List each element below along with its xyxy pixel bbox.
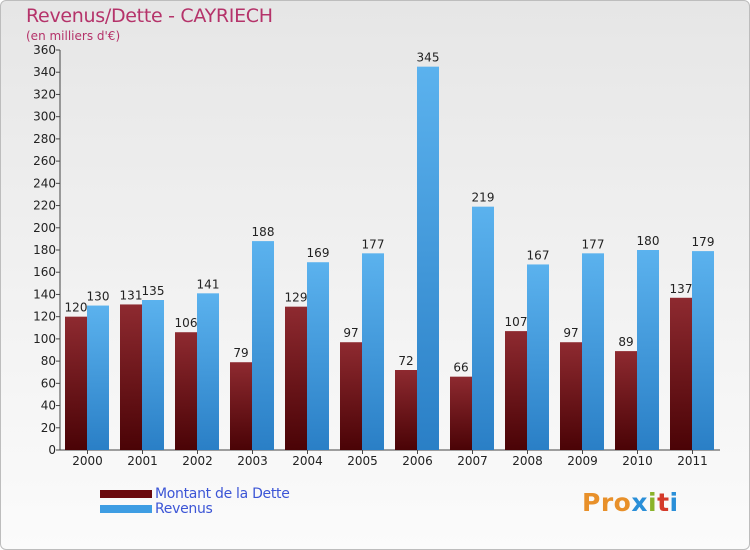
data-label: 135 [142, 284, 165, 298]
dette-bar [615, 351, 637, 450]
x-tick-label: 2004 [292, 454, 323, 468]
revenus-bar [362, 253, 384, 450]
chart-title: Revenus/Dette - CAYRIECH [26, 5, 273, 27]
data-label: 129 [285, 291, 308, 305]
x-tick-label: 2007 [457, 454, 488, 468]
dette-bar [340, 342, 362, 450]
x-tick-label: 2005 [347, 454, 378, 468]
data-label: 169 [307, 246, 330, 260]
logo-letter: t [657, 488, 670, 517]
x-tick-label: 2009 [567, 454, 598, 468]
y-tick-label: 200 [33, 221, 56, 235]
x-tick-label: 2010 [622, 454, 653, 468]
dette-bar [175, 332, 197, 450]
data-label: 66 [453, 361, 468, 375]
logo-letter: P [582, 488, 601, 517]
y-tick-label: 360 [33, 43, 56, 57]
x-tick-label: 2006 [402, 454, 433, 468]
revenus-bar [307, 262, 329, 450]
chart-subtitle: (en milliers d'€) [26, 29, 121, 43]
revenus-bar [197, 293, 219, 450]
y-tick-label: 220 [33, 199, 56, 213]
y-tick-label: 240 [33, 176, 56, 190]
y-tick-label: 80 [41, 354, 56, 368]
revenus-bar [142, 300, 164, 450]
y-tick-label: 280 [33, 132, 56, 146]
data-label: 120 [65, 301, 88, 315]
x-tick-label: 2000 [72, 454, 103, 468]
data-label: 72 [398, 354, 413, 368]
data-label: 219 [472, 191, 495, 205]
dette-bar [65, 316, 87, 450]
x-tick-label: 2008 [512, 454, 543, 468]
revenus-bar [527, 264, 549, 450]
dette-bar [450, 376, 472, 450]
chart-bars [65, 66, 714, 451]
x-tick-label: 2011 [677, 454, 708, 468]
dette-bar [285, 306, 307, 450]
legend-item-dette: Montant de la Dette [100, 486, 290, 502]
data-label: 79 [233, 346, 248, 360]
data-label: 141 [197, 277, 220, 291]
data-label: 345 [417, 51, 440, 65]
y-tick-label: 0 [48, 443, 56, 457]
data-label: 131 [120, 288, 143, 302]
revenus-bar [87, 305, 109, 450]
data-label: 177 [582, 237, 605, 251]
y-tick-label: 120 [33, 310, 56, 324]
revenus-bar [472, 206, 494, 450]
x-tick-label: 2003 [237, 454, 268, 468]
dette-bar [560, 342, 582, 450]
legend-label-revenus: Revenus [155, 501, 213, 517]
logo-letter: x [631, 488, 648, 517]
y-tick-label: 140 [33, 287, 56, 301]
dette-bar [395, 370, 417, 450]
revenus-bar [692, 251, 714, 450]
y-tick-label: 180 [33, 243, 56, 257]
data-label: 137 [670, 282, 693, 296]
data-label: 180 [637, 234, 660, 248]
revenus-bar [417, 66, 439, 451]
dette-bar [505, 331, 527, 450]
logo-letter: r [600, 488, 614, 517]
revenus-bar [252, 241, 274, 450]
logo-letter: o [613, 488, 632, 517]
y-tick-label: 300 [33, 110, 56, 124]
y-tick-label: 100 [33, 332, 56, 346]
revenus-bar [582, 253, 604, 450]
y-tick-label: 60 [41, 376, 56, 390]
legend-swatch-revenus [100, 505, 152, 513]
revenus-bar [637, 250, 659, 450]
data-label: 106 [175, 316, 198, 330]
x-tick-label: 2002 [182, 454, 213, 468]
dette-bar [230, 362, 252, 450]
data-label: 179 [692, 235, 715, 249]
dette-bar [670, 297, 692, 450]
data-label: 107 [505, 315, 528, 329]
data-label: 177 [362, 237, 385, 251]
data-label: 89 [618, 335, 633, 349]
logo-letter: i [648, 488, 658, 517]
y-tick-label: 320 [33, 87, 56, 101]
logo-letter: i [669, 488, 679, 517]
data-label: 130 [87, 290, 110, 304]
data-label: 167 [527, 248, 550, 262]
legend-item-revenus: Revenus [100, 501, 213, 517]
proxiti-logo: Proxiti [582, 488, 679, 517]
data-label: 97 [343, 326, 358, 340]
y-tick-label: 40 [41, 399, 56, 413]
x-tick-label: 2001 [127, 454, 158, 468]
chart-axes: 0 20 40 60 80 100 120 140 160 180 200 220 240 260 280 3… [33, 43, 720, 468]
legend-label-dette: Montant de la Dette [155, 486, 290, 502]
y-tick-label: 340 [33, 65, 56, 79]
y-tick-label: 160 [33, 265, 56, 279]
y-tick-label: 260 [33, 154, 56, 168]
data-label: 97 [563, 326, 578, 340]
y-tick-label: 20 [41, 421, 56, 435]
legend-swatch-dette [100, 490, 152, 498]
dette-bar [120, 304, 142, 450]
data-label: 188 [252, 225, 275, 239]
